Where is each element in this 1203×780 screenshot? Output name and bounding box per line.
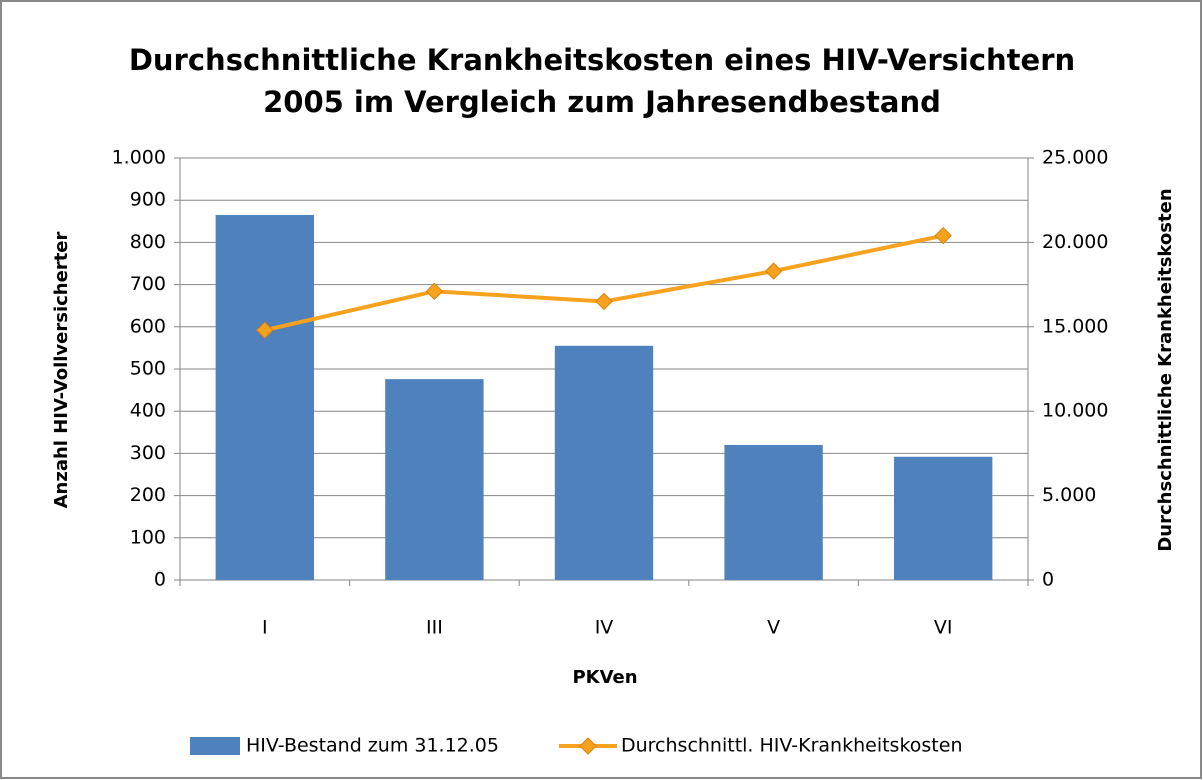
x-tick-label: V — [767, 617, 780, 639]
y-tick-label: 700 — [130, 273, 166, 295]
x-tick-label: III — [426, 617, 443, 639]
y2-tick-label: 0 — [1042, 569, 1054, 591]
bar — [554, 345, 654, 580]
x-tick-label: I — [262, 617, 268, 639]
y-tick-label: 1.000 — [112, 147, 166, 169]
y2-tick-label: 5.000 — [1042, 484, 1096, 506]
bar — [385, 379, 484, 580]
marker — [595, 292, 613, 311]
marker — [934, 226, 952, 245]
y-tick-label: 400 — [130, 400, 166, 422]
legend-label: Durchschnittl. HIV-Krankheitskosten — [621, 735, 963, 757]
y2-tick-label: 10.000 — [1042, 400, 1108, 422]
legend-label: HIV-Bestand zum 31.12.05 — [246, 735, 499, 757]
y-tick-label: 800 — [130, 231, 166, 253]
y-tick-label: 600 — [130, 315, 166, 337]
y-tick-label: 0 — [154, 569, 166, 591]
marker — [764, 262, 783, 280]
y-tick-label: 300 — [130, 442, 166, 464]
x-axis-label: PKVen — [572, 667, 637, 688]
y-tick-label: 200 — [130, 484, 166, 506]
y2-axis-label: Durchschnittliche Krankheitskosten — [1155, 188, 1176, 551]
y-tick-label: 500 — [130, 358, 166, 380]
marker — [425, 282, 444, 301]
x-tick-label: IV — [595, 617, 614, 639]
y2-tick-label: 20.000 — [1042, 231, 1108, 253]
bar — [724, 444, 823, 580]
chart-title: 2005 im Vergleich zum Jahresendbestand — [263, 85, 941, 119]
y-tick-label: 900 — [130, 189, 166, 211]
y2-tick-label: 25.000 — [1042, 147, 1108, 169]
legend-swatch — [579, 737, 597, 755]
y-axis-label: Anzahl HIV-Vollversicherter — [51, 231, 72, 508]
y-tick-label: 100 — [130, 526, 166, 548]
bar — [215, 214, 314, 580]
chart-title: Durchschnittliche Krankheitskosten eines… — [129, 43, 1075, 77]
y2-tick-label: 15.000 — [1042, 315, 1108, 337]
marker — [256, 321, 274, 339]
x-tick-label: VI — [934, 617, 953, 639]
legend-swatch — [190, 737, 240, 755]
bar — [894, 456, 993, 580]
